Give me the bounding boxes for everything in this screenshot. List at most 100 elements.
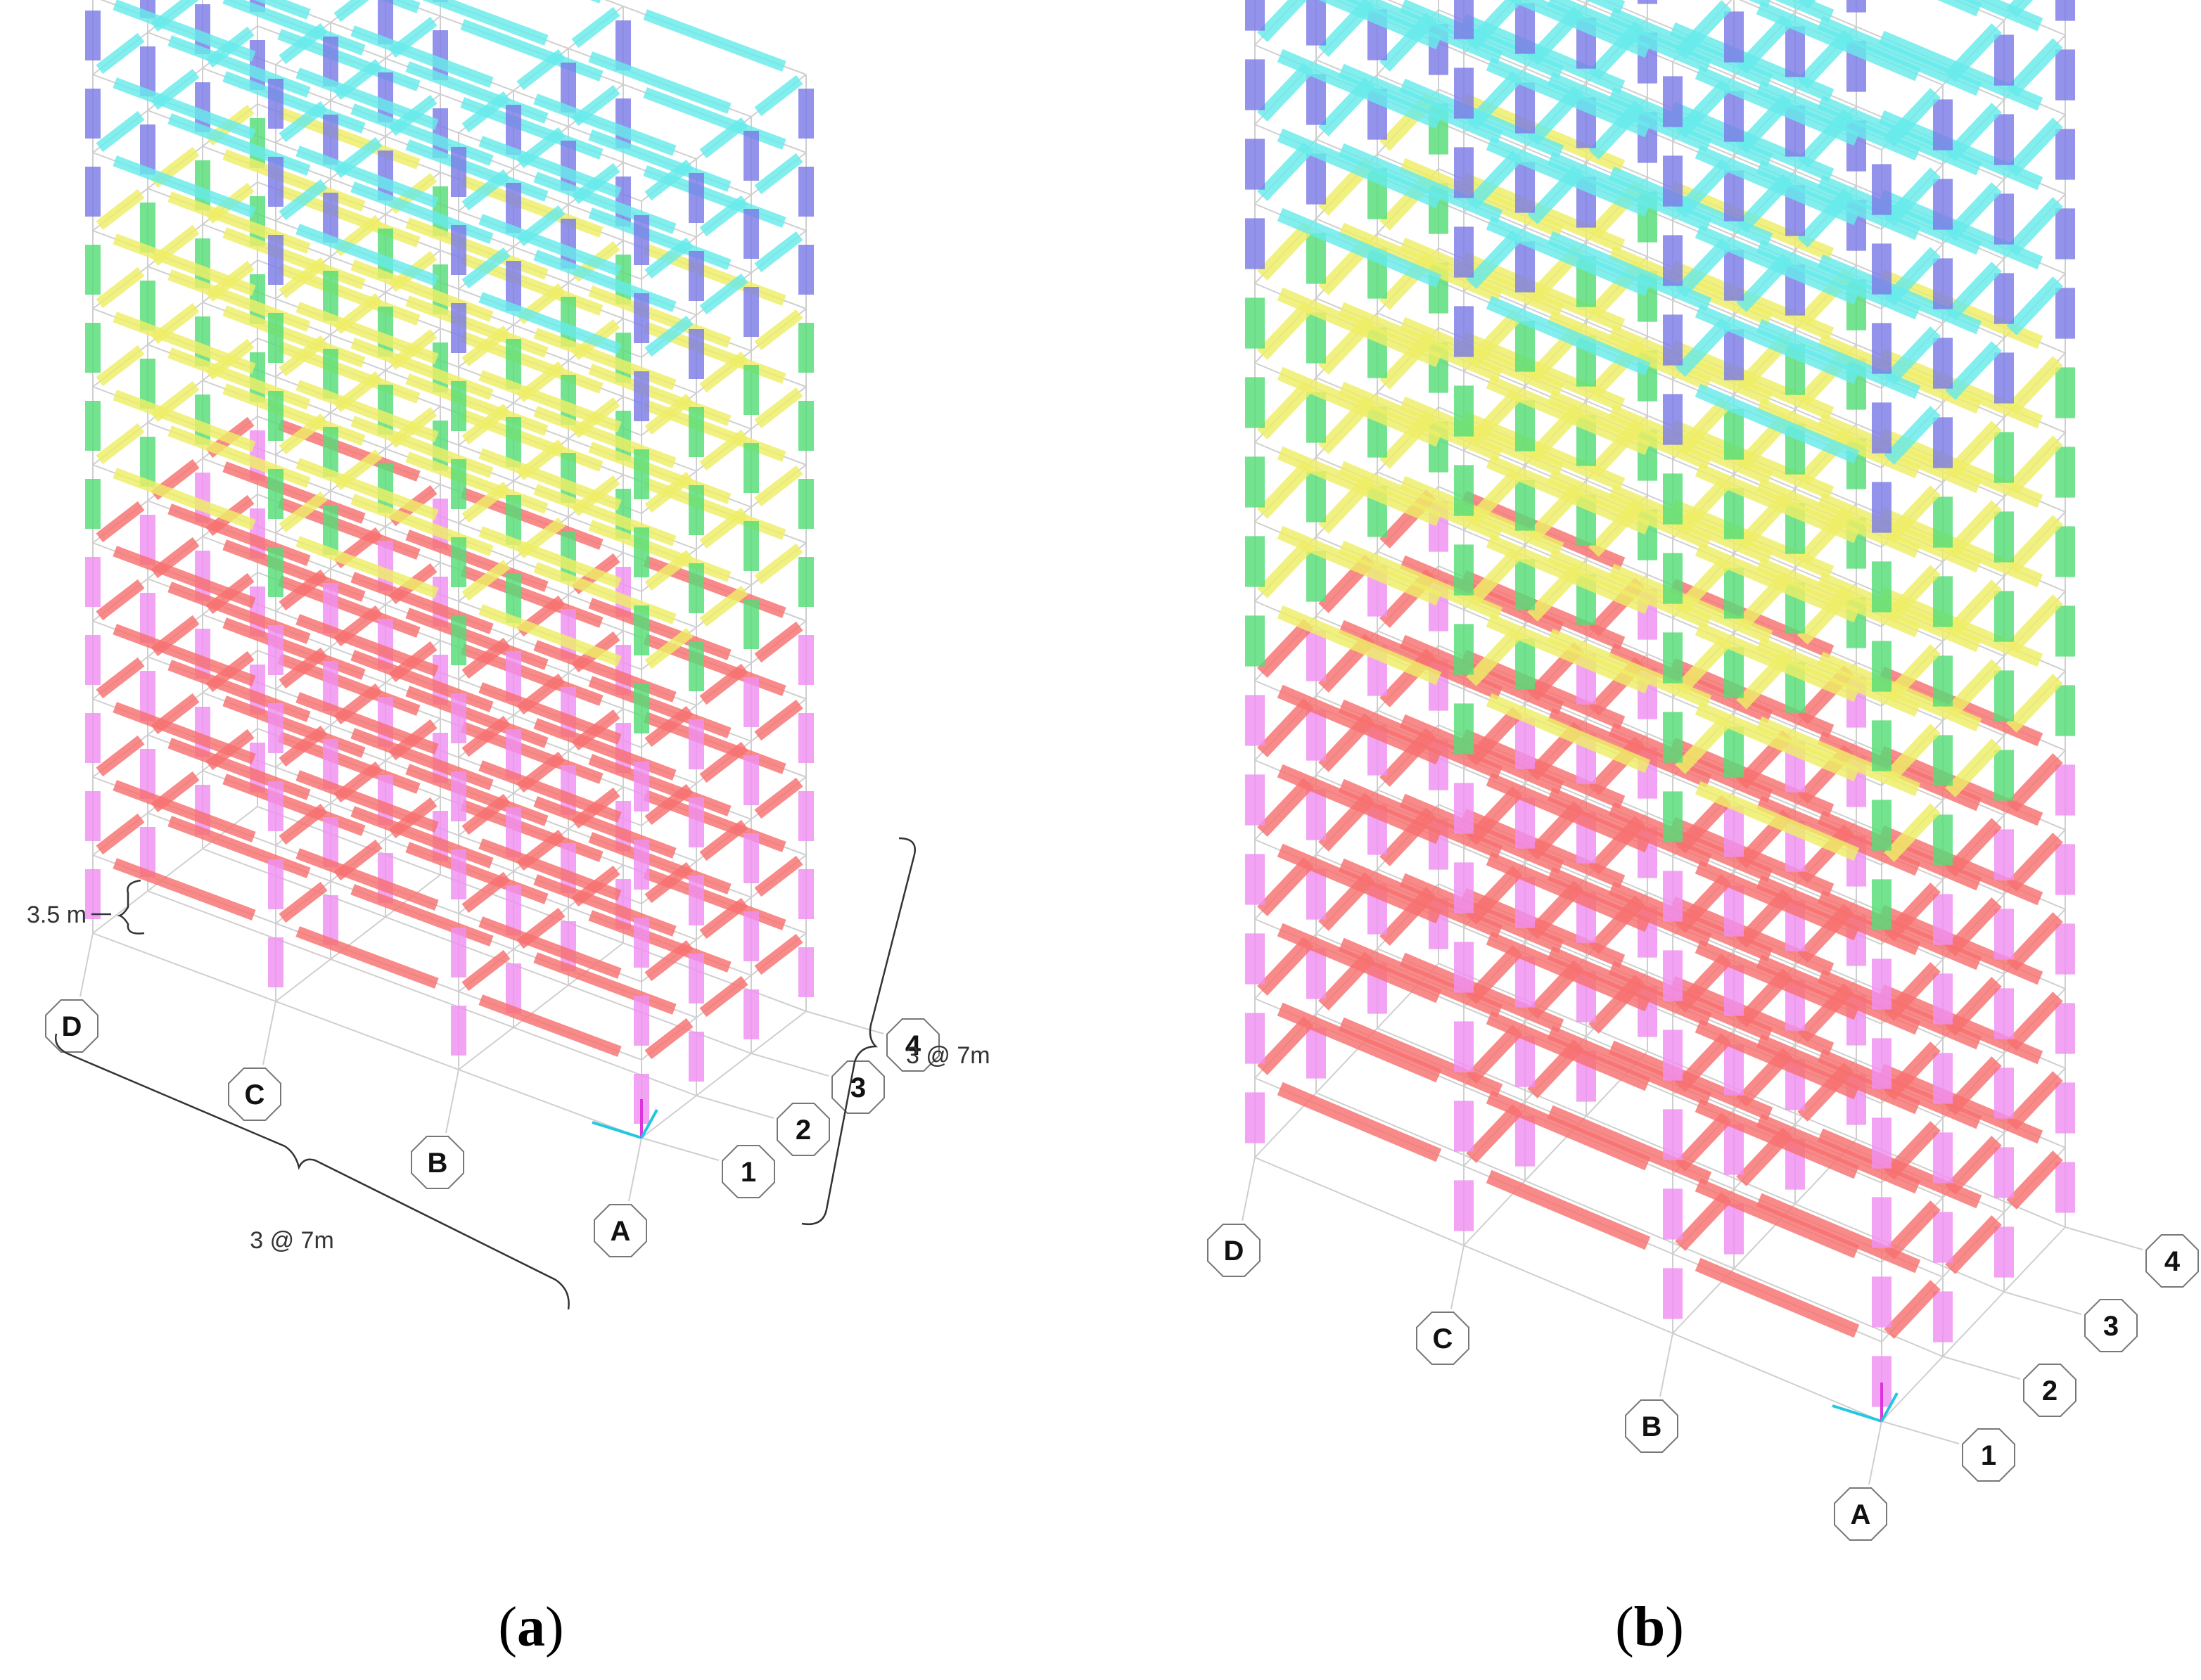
beam-member	[1257, 619, 1314, 678]
beam-member	[405, 530, 549, 592]
beam-member	[588, 286, 732, 348]
beam-member	[1884, 724, 1941, 783]
beam-member	[478, 292, 622, 354]
beam-member	[588, 754, 732, 816]
beam-member	[279, 413, 328, 455]
beam-member	[1945, 818, 2002, 877]
beam-member	[1695, 1178, 1860, 1259]
grid-bubble-2: 2	[2023, 1364, 2076, 1417]
grid-bubble-outline	[1834, 1487, 1887, 1541]
beam-member	[96, 32, 145, 75]
beam-member	[461, 559, 511, 601]
beam-member	[588, 676, 732, 738]
grid-bubble-label: C	[245, 1079, 265, 1110]
beam-member	[461, 403, 511, 445]
beam-member	[167, 425, 311, 488]
beam-member	[2006, 1150, 2063, 1210]
grid-bubble-label: 4	[905, 1030, 921, 1061]
grid-bubble-label: 3	[850, 1072, 866, 1103]
beam-member	[643, 9, 786, 72]
beam-member	[1748, 0, 1771, 8]
beam-member	[1486, 454, 1651, 535]
beam-member	[279, 23, 328, 65]
beam-member	[350, 103, 494, 166]
beam-member	[754, 543, 803, 585]
beam-member	[644, 940, 694, 982]
beam-member	[1945, 23, 2002, 82]
beam-member	[699, 351, 748, 393]
beam-member	[1945, 738, 2002, 797]
beam-member	[2006, 1071, 2063, 1130]
beam-member	[1466, 707, 1523, 766]
beam-member	[1884, 1200, 1941, 1259]
beam-member	[1466, 230, 1523, 289]
beam-member	[1257, 0, 1308, 42]
beam-member	[1884, 167, 1941, 226]
beam-member	[1798, 0, 1816, 9]
beam-member	[533, 640, 677, 703]
grid-bubble-outline	[777, 1103, 830, 1156]
beam-member	[1884, 883, 1941, 942]
beam-member	[254, 0, 311, 20]
beam-member	[350, 572, 494, 634]
panel-a-frame-model: A B C D 1 2 3 4 3.5 m 3 @ 7m 3 @ 7m	[27, 0, 990, 1310]
beam-member	[405, 764, 549, 826]
beam-member	[2006, 992, 2063, 1051]
side-bays-bracket	[801, 837, 916, 1226]
beam-member	[1257, 857, 1314, 916]
beam-member	[588, 832, 732, 894]
beam-member	[113, 468, 256, 530]
beam-member	[1945, 421, 2002, 480]
beam-member	[167, 660, 311, 722]
beam-member	[478, 682, 622, 745]
grid-leader	[2065, 1226, 2143, 1250]
beam-member	[1884, 485, 1941, 544]
beam-member	[1257, 937, 1314, 996]
beam-member	[754, 933, 803, 975]
beam-member	[643, 87, 786, 150]
grid-line	[1315, 1092, 1944, 1357]
beam-member	[1675, 1112, 1732, 1172]
grid-bubble-label: A	[1851, 1499, 1871, 1530]
beam-member	[222, 774, 366, 836]
beam-member	[754, 699, 803, 741]
beam-member	[461, 871, 511, 913]
beam-member	[167, 35, 311, 98]
beam-member	[461, 793, 511, 835]
beam-member	[2006, 197, 2063, 256]
beam-member	[533, 484, 677, 546]
beam-member	[478, 604, 622, 667]
grid-bubble-label: B	[428, 1148, 448, 1179]
beam-member	[1466, 945, 1523, 1004]
grid-bubble-label: D	[1224, 1236, 1244, 1267]
grid-line	[1881, 1226, 2066, 1422]
beam-member	[2006, 435, 2063, 494]
beam-member	[699, 663, 748, 705]
beam-member	[2006, 276, 2063, 335]
beam-member	[588, 442, 732, 504]
beam-member	[279, 647, 328, 689]
grid-line	[641, 1011, 807, 1139]
beam-member	[533, 718, 677, 781]
beam-member	[461, 247, 511, 289]
beam-member	[1466, 1025, 1523, 1084]
grid-bubbles: A B C D 1 2 3 4	[1207, 1157, 2199, 1541]
beam-member	[1695, 940, 1860, 1020]
grid-bubble-3: 3	[831, 1060, 885, 1114]
beam-member	[1466, 627, 1523, 686]
beam-member	[1486, 852, 1651, 932]
beam-member	[1675, 1192, 1732, 1251]
grid-bubble-4: 4	[2145, 1234, 2199, 1288]
grid-leader	[1881, 1421, 1960, 1444]
beam-member	[1695, 383, 1860, 464]
beam-member	[2006, 38, 2063, 97]
beam-member	[533, 952, 677, 1015]
beam-member	[1486, 613, 1651, 694]
beam-member	[295, 68, 439, 130]
beam-member	[533, 796, 677, 859]
beam-member	[279, 491, 328, 533]
beam-member	[588, 598, 732, 660]
beam-member	[699, 195, 748, 237]
beam-member	[533, 406, 677, 468]
